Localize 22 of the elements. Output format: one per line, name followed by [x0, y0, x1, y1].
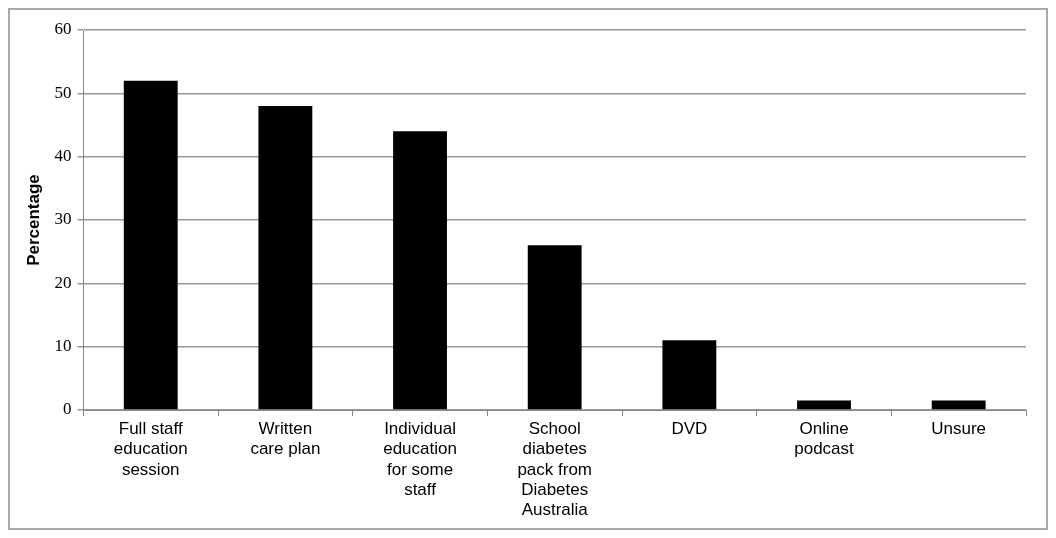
bar	[797, 400, 851, 410]
x-tick-label: Full staff education session	[113, 418, 188, 479]
x-tick-label: DVD	[671, 418, 708, 438]
x-tick-label: Online podcast	[794, 418, 855, 459]
bar	[123, 80, 178, 410]
y-tick-label: 60	[54, 19, 72, 39]
y-axis-title: Percentage	[23, 174, 43, 266]
x-tick-label: School diabetes pack from Diabetes Australia	[517, 418, 593, 520]
bar	[931, 400, 986, 410]
bar	[527, 245, 582, 410]
bar	[662, 340, 717, 410]
y-tick-label: 10	[54, 336, 72, 356]
y-tick-label: 40	[54, 146, 72, 166]
y-tick-label: 30	[54, 209, 72, 229]
y-tick-label: 20	[54, 272, 72, 292]
y-tick-label: 50	[54, 82, 72, 102]
x-tick-label: Individual education for some staff	[383, 418, 457, 500]
x-tick-label: Unsure	[931, 418, 987, 438]
x-tick-label: Written care plan	[250, 418, 321, 459]
y-tick-label: 0	[62, 399, 72, 419]
bar	[258, 106, 313, 410]
bar	[393, 131, 447, 410]
